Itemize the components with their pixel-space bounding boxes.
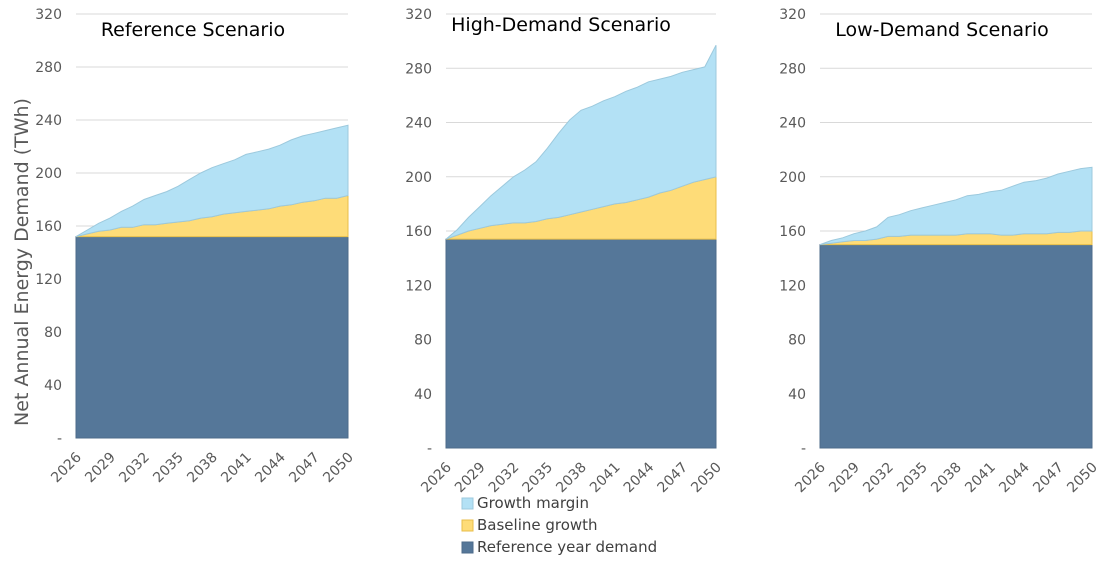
x-tick-label: 2047 xyxy=(1030,460,1067,497)
x-tick-label: 2026 xyxy=(418,459,455,496)
y-tick-label: 160 xyxy=(779,224,806,240)
x-tick-label: 2038 xyxy=(928,460,965,497)
area-reference-year-demand xyxy=(75,236,349,439)
x-tick-label: 2050 xyxy=(688,460,725,497)
y-tick-label: 160 xyxy=(405,224,432,240)
x-tick-label: 2032 xyxy=(486,460,523,497)
x-tick-label: 2041 xyxy=(218,450,255,487)
y-tick-label: 200 xyxy=(779,170,806,186)
y-tick-label: 320 xyxy=(35,7,62,23)
x-tick-label: 2047 xyxy=(286,450,323,487)
area-growth-margin xyxy=(75,124,349,238)
y-tick-label: - xyxy=(427,441,432,457)
panel-title: Reference Scenario xyxy=(101,19,285,41)
x-tick-label: 2035 xyxy=(520,460,557,497)
x-tick-label: 2050 xyxy=(320,450,357,487)
y-tick-label: 240 xyxy=(405,116,432,132)
x-tick-label: 2035 xyxy=(150,450,187,487)
x-tick-label: 2026 xyxy=(48,449,85,486)
y-tick-label: 40 xyxy=(414,387,432,403)
legend-swatch xyxy=(461,519,474,532)
y-tick-label: 40 xyxy=(788,387,806,403)
legend-swatch xyxy=(461,497,474,510)
x-tick-label: 2041 xyxy=(587,460,624,497)
area-growth-margin xyxy=(819,166,1093,246)
y-tick-label: 120 xyxy=(779,278,806,294)
y-tick-label: 200 xyxy=(35,166,62,182)
legend-swatch xyxy=(461,541,474,554)
y-tick-label: 80 xyxy=(44,325,62,341)
panel-1: -408012016020024028032020262029203220352… xyxy=(35,7,357,486)
x-tick-label: 2026 xyxy=(792,459,829,496)
legend: Growth margin Baseline growth Reference ye… xyxy=(461,494,657,556)
x-tick-label: 2032 xyxy=(860,460,897,497)
y-tick-label: - xyxy=(57,431,62,447)
y-tick-label: 240 xyxy=(35,113,62,129)
x-tick-label: 2044 xyxy=(252,449,289,486)
y-tick-label: 120 xyxy=(35,272,62,288)
y-tick-label: 280 xyxy=(779,61,806,77)
x-tick-label: 2038 xyxy=(184,450,221,487)
y-tick-label: 200 xyxy=(405,170,432,186)
legend-label: Growth margin xyxy=(477,494,589,512)
x-tick-label: 2038 xyxy=(553,460,590,497)
legend-item-baseline-growth: Baseline growth xyxy=(461,516,598,534)
y-tick-label: 280 xyxy=(405,61,432,77)
panel-3: -408012016020024028032020262029203220352… xyxy=(779,7,1097,496)
y-tick-label: 280 xyxy=(35,60,62,76)
area-reference-year-demand xyxy=(819,244,1093,449)
x-tick-label: 2029 xyxy=(452,460,489,497)
legend-item-reference-year-demand: Reference year demand xyxy=(461,538,657,556)
y-axis-label: Net Annual Energy Demand (TWh) xyxy=(11,98,33,426)
panel-2: -408012016020024028032020262029203220352… xyxy=(405,7,725,496)
legend-label: Reference year demand xyxy=(477,538,657,556)
chart-panels: -408012016020024028032020262029203220352… xyxy=(35,7,1097,496)
legend-item-growth-margin: Growth margin xyxy=(461,494,589,512)
panel-title: High-Demand Scenario xyxy=(451,14,671,36)
x-tick-label: 2029 xyxy=(82,450,119,487)
y-tick-label: 80 xyxy=(414,333,432,349)
y-tick-label: 40 xyxy=(44,378,62,394)
x-tick-label: 2044 xyxy=(621,459,658,496)
y-tick-label: 120 xyxy=(405,278,432,294)
x-tick-label: 2035 xyxy=(894,460,931,497)
y-tick-label: 160 xyxy=(35,219,62,235)
panel-title: Low-Demand Scenario xyxy=(835,19,1048,41)
x-tick-label: 2050 xyxy=(1064,460,1097,497)
area-growth-margin xyxy=(445,44,717,240)
x-tick-label: 2032 xyxy=(116,450,153,487)
x-tick-label: 2044 xyxy=(996,459,1033,496)
area-reference-year-demand xyxy=(445,238,717,449)
y-tick-label: - xyxy=(801,441,806,457)
x-tick-label: 2047 xyxy=(655,460,692,497)
y-tick-label: 80 xyxy=(788,333,806,349)
x-tick-label: 2029 xyxy=(826,460,863,497)
y-tick-label: 320 xyxy=(779,7,806,23)
legend-label: Baseline growth xyxy=(477,516,598,534)
y-tick-label: 240 xyxy=(779,116,806,132)
y-tick-label: 320 xyxy=(405,7,432,23)
x-tick-label: 2041 xyxy=(962,460,999,497)
